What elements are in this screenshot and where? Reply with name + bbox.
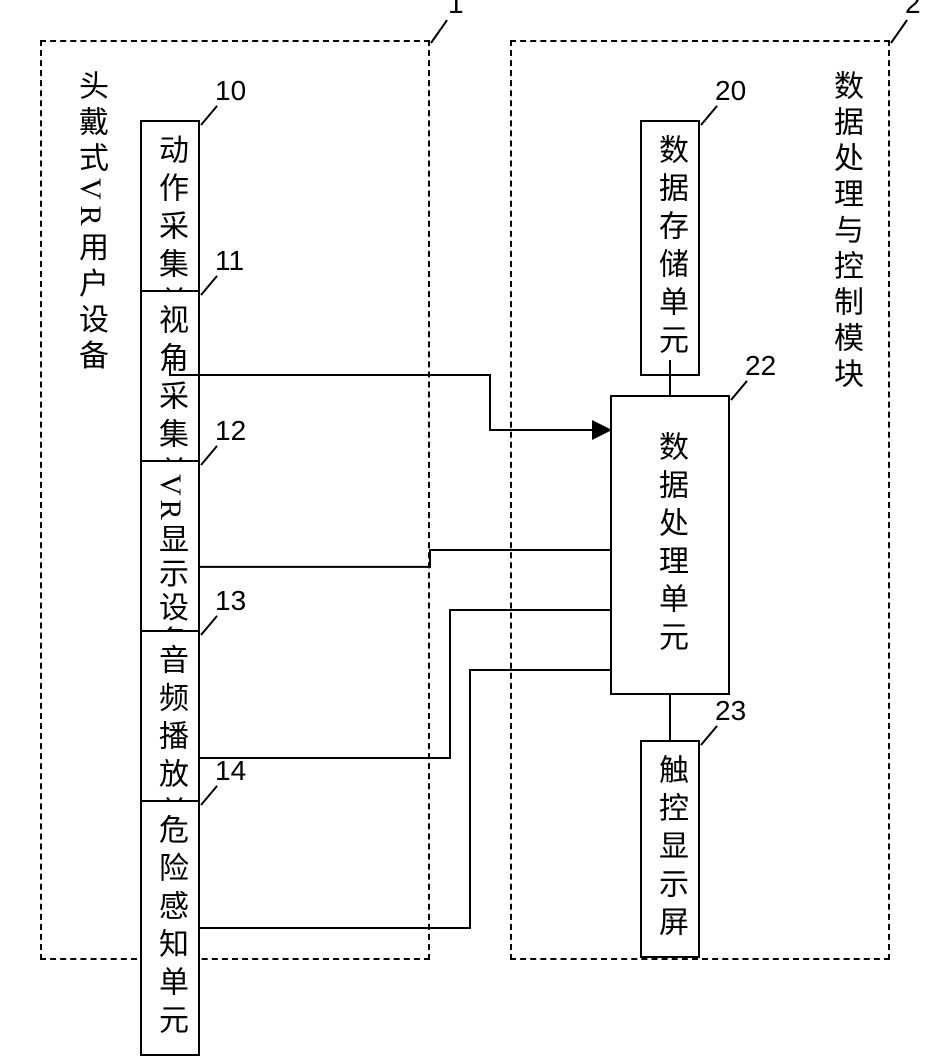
module-1-title: 头戴式VR用户设备 bbox=[75, 70, 105, 376]
node-23-ref: 23 bbox=[715, 695, 746, 727]
node-20-label: 数据存储单元 bbox=[655, 134, 685, 362]
module-2-title: 数据处理与控制模块 bbox=[830, 70, 860, 394]
module-2-ref: 2 bbox=[905, 0, 921, 20]
node-20: 数据存储单元 bbox=[640, 120, 700, 376]
node-23-label: 触控显示屏 bbox=[655, 754, 685, 944]
node-13-ref: 13 bbox=[215, 585, 246, 617]
diagram-canvas: 头戴式VR用户设备 1 数据处理与控制模块 2 动作采集单元 10 视角采集单元… bbox=[0, 0, 925, 1000]
node-12-ref: 12 bbox=[215, 415, 246, 447]
node-22-label: 数据处理单元 bbox=[655, 431, 685, 659]
module-1-ref: 1 bbox=[448, 0, 464, 20]
module-1-leader bbox=[430, 19, 448, 43]
node-10-ref: 10 bbox=[215, 75, 246, 107]
node-14-ref: 14 bbox=[215, 755, 246, 787]
node-23: 触控显示屏 bbox=[640, 740, 700, 958]
node-14-label: 危险感知单元 bbox=[155, 814, 185, 1042]
module-2-leader bbox=[890, 19, 908, 43]
node-20-ref: 20 bbox=[715, 75, 746, 107]
node-22: 数据处理单元 bbox=[610, 395, 730, 695]
node-11-ref: 11 bbox=[215, 245, 244, 277]
node-14: 危险感知单元 bbox=[140, 800, 200, 1056]
node-22-ref: 22 bbox=[745, 350, 776, 382]
